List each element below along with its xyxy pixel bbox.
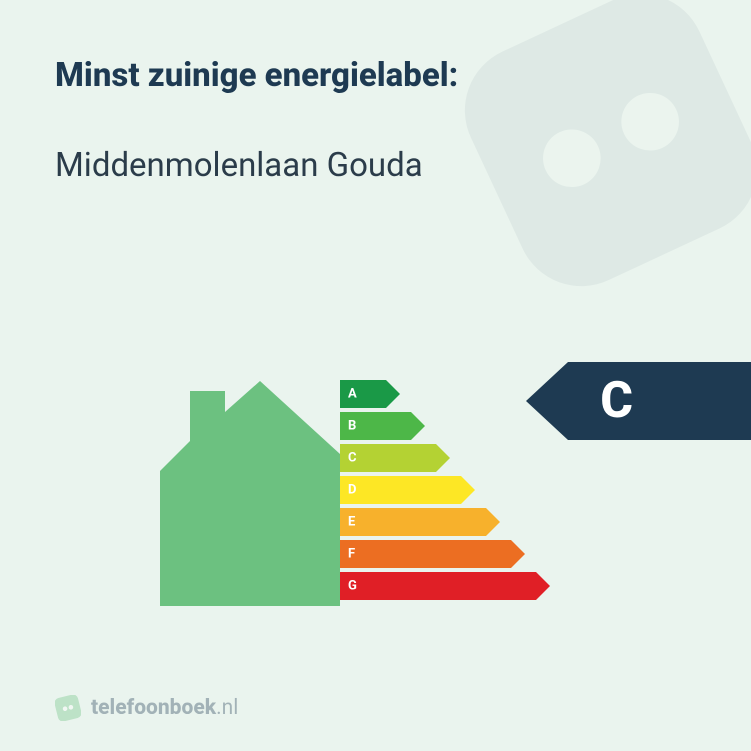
- energy-bar-a: A: [340, 380, 550, 408]
- energy-bar-label: E: [348, 515, 355, 530]
- energy-bar-label: G: [348, 579, 357, 594]
- rating-letter: C: [600, 372, 633, 430]
- phonebook-icon: [55, 695, 81, 721]
- energy-bar-f: F: [340, 540, 550, 568]
- address-subtitle: Middenmolenlaan Gouda: [55, 146, 696, 185]
- rating-arrow: C: [526, 362, 751, 440]
- page-title: Minst zuinige energielabel:: [55, 55, 696, 96]
- energy-bar-label: D: [348, 483, 356, 498]
- energy-bar-label: B: [348, 419, 356, 434]
- energy-bar-b: B: [340, 412, 550, 440]
- energy-bar-e: E: [340, 508, 550, 536]
- footer-brand-name: telefoonboek: [91, 696, 216, 720]
- house-icon: [160, 376, 340, 606]
- energy-bar-g: G: [340, 572, 550, 600]
- energy-bar-d: D: [340, 476, 550, 504]
- energy-bar-label: F: [348, 547, 355, 562]
- energy-label-chart: A B C D E F G C: [0, 350, 751, 640]
- footer-text: telefoonboek.nl: [91, 696, 238, 720]
- footer-brand-tld: .nl: [216, 696, 238, 720]
- energy-bar-c: C: [340, 444, 550, 472]
- energy-bars: A B C D E F G: [340, 380, 550, 604]
- footer-brand: telefoonboek.nl: [55, 695, 238, 721]
- energy-label-card: Minst zuinige energielabel: Middenmolenl…: [0, 0, 751, 751]
- energy-bar-label: A: [348, 387, 357, 402]
- energy-bar-label: C: [348, 451, 357, 466]
